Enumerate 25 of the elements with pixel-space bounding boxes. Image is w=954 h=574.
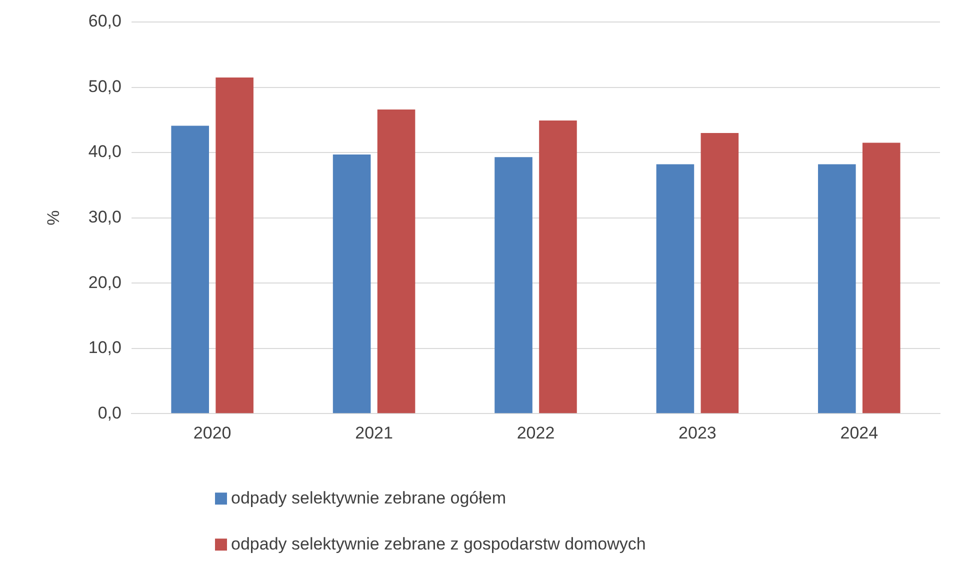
y-tick-label: 40,0 <box>88 142 122 162</box>
x-tick-label: 2020 <box>193 423 232 442</box>
bar <box>377 109 416 414</box>
y-tick-label: 10,0 <box>88 338 122 358</box>
bar <box>332 154 371 414</box>
legend-label: odpady selektywnie zebrane z gospodarstw domowych <box>231 534 646 554</box>
x-tick-label: 2022 <box>516 423 555 442</box>
x-tick-label: 2021 <box>355 423 393 442</box>
bar <box>171 126 210 414</box>
y-tick-label: 60,0 <box>88 12 122 31</box>
y-axis-title: % <box>44 210 63 226</box>
bar <box>539 120 577 414</box>
legend-label: odpady selektywnie zebrane ogółem <box>231 488 506 508</box>
y-tick-label: 0,0 <box>98 403 122 422</box>
bar <box>494 157 532 414</box>
y-tick-label: 30,0 <box>88 207 122 226</box>
x-tick-label: 2024 <box>840 423 878 442</box>
bar <box>700 132 739 414</box>
x-tick-label: 2023 <box>678 423 716 442</box>
bar <box>216 77 254 414</box>
bar <box>656 164 694 414</box>
bar <box>818 164 856 414</box>
y-tick-label: 50,0 <box>88 76 122 96</box>
y-tick-label: 20,0 <box>88 272 122 292</box>
bar <box>862 142 900 414</box>
